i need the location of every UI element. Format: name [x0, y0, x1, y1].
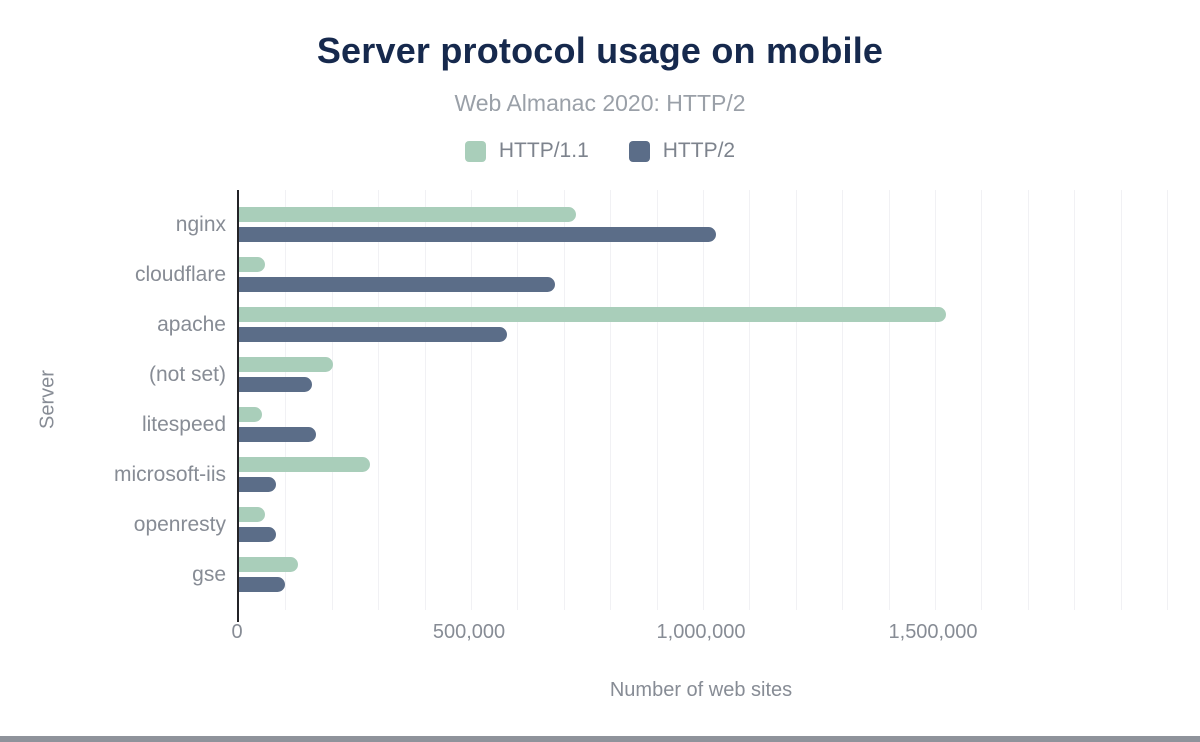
- bar-http11-litespeed[interactable]: [239, 407, 263, 422]
- y-axis-line: [237, 610, 239, 622]
- gridline: [749, 190, 751, 610]
- category-label-openresty: openresty: [133, 512, 226, 536]
- gridline: [610, 190, 612, 610]
- category-label-gse: gse: [192, 562, 226, 586]
- x-axis-title: Number of web sites: [609, 679, 793, 701]
- legend-label-http2: HTTP/2: [662, 139, 736, 162]
- legend: HTTP/1.1 HTTP/2: [0, 139, 1200, 163]
- gridline: [1120, 190, 1122, 610]
- gridline: [981, 190, 983, 610]
- bar-http2-litespeed[interactable]: [239, 427, 317, 442]
- gridline: [563, 190, 565, 610]
- gridline: [703, 190, 704, 610]
- category-labels: nginx cloudflare apache (not set) litespeed m…: [0, 190, 226, 610]
- x-axis-ticks: 0 500,000 1,000,000 1,500,000: [231, 621, 1165, 647]
- x-tick-label: 1,500,000: [888, 621, 978, 643]
- bar-http2-not-set[interactable]: [239, 377, 313, 392]
- category-label-not-set: (not set): [148, 362, 226, 386]
- category-label-cloudflare: cloudflare: [134, 262, 226, 286]
- gridline: [795, 190, 797, 610]
- x-tick-label: 0: [231, 621, 243, 643]
- bar-http11-nginx[interactable]: [239, 207, 577, 222]
- gridline: [1074, 190, 1076, 610]
- category-label-litespeed: litespeed: [141, 412, 226, 436]
- gridline: [471, 190, 472, 610]
- legend-swatch-http11-icon: [464, 140, 486, 162]
- bar-http2-nginx[interactable]: [239, 227, 716, 242]
- gridline: [378, 190, 380, 610]
- bar-http11-gse[interactable]: [239, 557, 298, 572]
- gridline: [888, 190, 890, 610]
- legend-item-http2[interactable]: HTTP/2: [628, 139, 736, 163]
- bar-http2-apache[interactable]: [239, 327, 508, 342]
- legend-swatch-http2-icon: [628, 140, 650, 162]
- bar-http11-not-set[interactable]: [239, 357, 334, 372]
- category-label-nginx: nginx: [175, 212, 226, 236]
- bar-http2-gse[interactable]: [239, 577, 285, 592]
- x-tick-label: 1,000,000: [656, 621, 746, 643]
- bar-http11-apache[interactable]: [239, 307, 946, 322]
- gridline: [285, 190, 287, 610]
- bar-http2-microsoft-iis[interactable]: [239, 477, 277, 492]
- footer-accent-bar: [0, 736, 1200, 742]
- category-label-microsoft-iis: microsoft-iis: [113, 462, 226, 486]
- gridline: [1027, 190, 1029, 610]
- legend-item-http11[interactable]: HTTP/1.1: [464, 139, 589, 163]
- gridline: [517, 190, 519, 610]
- bar-http11-microsoft-iis[interactable]: [239, 457, 371, 472]
- gridline: [656, 190, 658, 610]
- gridline: [1167, 190, 1168, 610]
- chart-subtitle: Web Almanac 2020: HTTP/2: [454, 90, 746, 116]
- bar-http11-cloudflare[interactable]: [239, 257, 265, 272]
- gridline: [842, 190, 844, 610]
- gridline: [935, 190, 936, 610]
- bar-http2-cloudflare[interactable]: [239, 277, 555, 292]
- legend-label-http11: HTTP/1.1: [498, 139, 589, 162]
- bar-http2-openresty[interactable]: [239, 527, 277, 542]
- chart-title: Server protocol usage on mobile: [316, 30, 884, 71]
- gridline: [424, 190, 426, 610]
- bar-http11-openresty[interactable]: [239, 507, 265, 522]
- gridline: [331, 190, 333, 610]
- x-tick-label: 500,000: [432, 621, 506, 643]
- plot-area: [237, 190, 1168, 622]
- category-label-apache: apache: [157, 312, 226, 336]
